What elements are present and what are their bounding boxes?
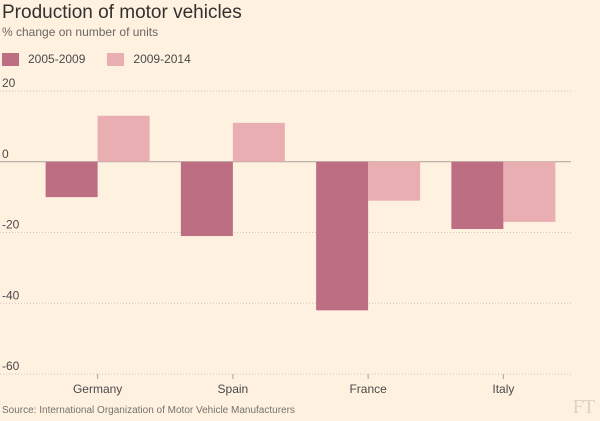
- y-tick-label-4: -60: [2, 359, 20, 373]
- legend-label-series-2: 2009-2014: [133, 52, 191, 66]
- chart-legend: 2005-2009 2009-2014: [2, 52, 213, 66]
- y-tick-label-2: -20: [2, 218, 20, 232]
- bar-france-series-1: [316, 161, 369, 311]
- bar-germany-series-2: [97, 115, 150, 162]
- legend-label-series-1: 2005-2009: [28, 52, 86, 66]
- bar-france-series-2: [368, 161, 421, 201]
- chart-title: Production of motor vehicles: [2, 2, 242, 23]
- bar-italy-series-2: [503, 161, 556, 222]
- x-tick-label-0: Germany: [73, 382, 122, 396]
- legend-swatch-series-1: [2, 52, 19, 66]
- bar-germany-series-1: [45, 161, 98, 198]
- bar-spain-series-2: [232, 122, 285, 162]
- x-tick-label-1: Spain: [218, 382, 249, 396]
- y-tick-label-0: 20: [2, 76, 16, 90]
- x-tick-label-3: Italy: [492, 382, 514, 396]
- legend-item-series-2: 2009-2014: [107, 52, 191, 66]
- x-tick-label-2: France: [349, 382, 387, 396]
- source-note: Source: International Organization of Mo…: [2, 405, 295, 416]
- y-tick-label-3: -40: [2, 288, 20, 302]
- legend-swatch-series-2: [107, 52, 125, 66]
- ft-logo: FT: [572, 396, 595, 418]
- bar-spain-series-1: [180, 161, 233, 237]
- bar-italy-series-1: [451, 161, 504, 229]
- legend-item-series-1: 2005-2009: [2, 52, 85, 66]
- chart-subtitle: % change on number of units: [2, 25, 159, 39]
- y-tick-label-1: 0: [2, 147, 9, 161]
